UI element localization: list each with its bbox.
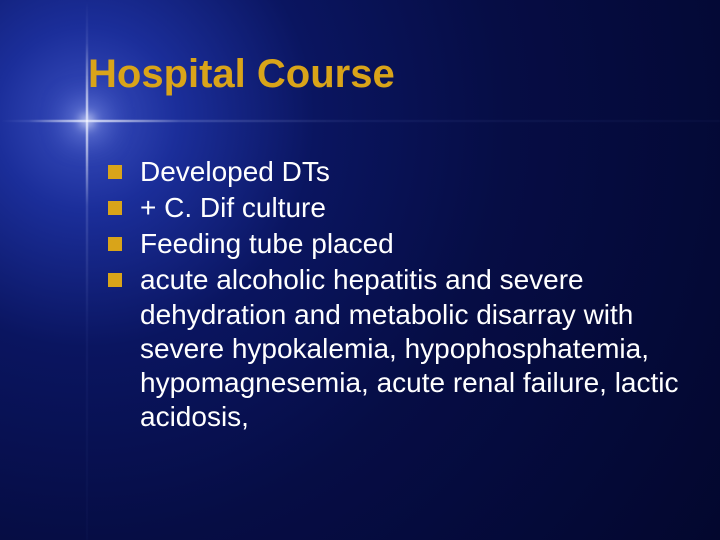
- slide-title: Hospital Course: [88, 52, 395, 97]
- bullet-square-icon: [108, 165, 122, 179]
- bullet-text: Developed DTs: [140, 155, 680, 189]
- list-item: + C. Dif culture: [108, 191, 680, 225]
- bullet-text: acute alcoholic hepatitis and severe deh…: [140, 263, 680, 434]
- list-item: acute alcoholic hepatitis and severe deh…: [108, 263, 680, 434]
- bullet-text: Feeding tube placed: [140, 227, 680, 261]
- bullet-text: + C. Dif culture: [140, 191, 680, 225]
- slide: Hospital Course Developed DTs + C. Dif c…: [0, 0, 720, 540]
- bullet-square-icon: [108, 273, 122, 287]
- list-item: Developed DTs: [108, 155, 680, 189]
- bullet-square-icon: [108, 237, 122, 251]
- flare-core: [86, 120, 88, 122]
- flare-horizontal: [0, 120, 720, 122]
- bullet-square-icon: [108, 201, 122, 215]
- list-item: Feeding tube placed: [108, 227, 680, 261]
- slide-body: Developed DTs + C. Dif culture Feeding t…: [108, 155, 680, 436]
